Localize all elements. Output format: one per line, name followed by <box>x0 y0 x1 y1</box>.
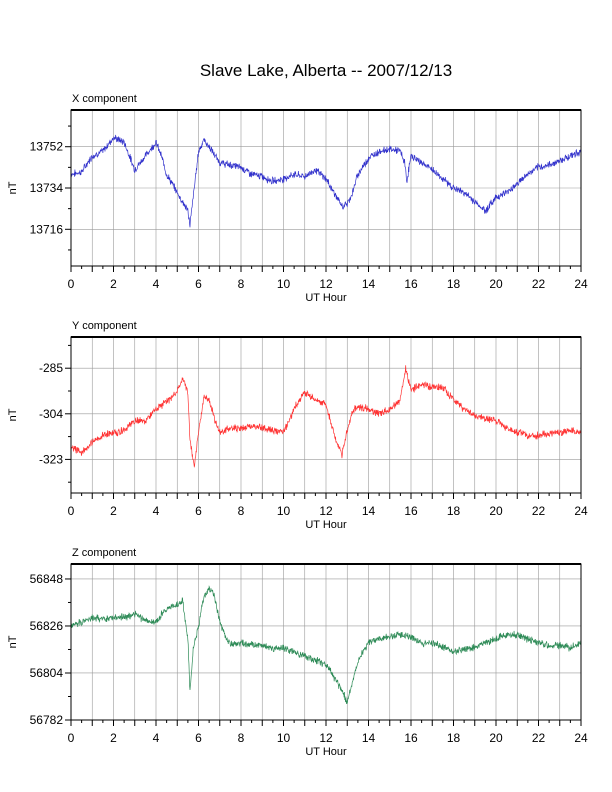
x-tick-label: 6 <box>195 277 202 291</box>
x-tick-label: 20 <box>489 504 503 518</box>
y-axis-label: nT <box>7 408 19 421</box>
y-tick-label: -323 <box>39 452 63 466</box>
series-line <box>70 585 582 704</box>
y-tick-label: -304 <box>39 407 63 421</box>
x-tick-label: 10 <box>277 277 291 291</box>
x-tick-label: 8 <box>238 504 245 518</box>
y-tick-label: 56782 <box>30 713 64 727</box>
x-tick-label: 4 <box>153 731 160 745</box>
panel-title: Y component <box>72 320 137 332</box>
panel-title: Z component <box>72 547 136 559</box>
x-tick-label: 10 <box>277 504 291 518</box>
x-tick-label: 4 <box>153 277 160 291</box>
x-tick-label: 14 <box>362 731 376 745</box>
x-tick-label: 2 <box>110 277 117 291</box>
series-line <box>70 134 582 228</box>
x-tick-label: 22 <box>532 504 546 518</box>
series-line <box>70 365 582 468</box>
x-tick-label: 14 <box>362 277 376 291</box>
x-tick-label: 18 <box>447 504 461 518</box>
x-tick-label: 14 <box>362 504 376 518</box>
y-tick-label: -285 <box>39 361 63 375</box>
y-tick-label: 13716 <box>30 222 64 236</box>
y-tick-label: 56804 <box>30 666 64 680</box>
x-tick-label: 0 <box>68 731 75 745</box>
figure-title: Slave Lake, Alberta -- 2007/12/13 <box>200 61 452 80</box>
x-tick-label: 2 <box>110 504 117 518</box>
y-axis-label: nT <box>7 635 19 648</box>
x-tick-label: 0 <box>68 277 75 291</box>
x-tick-label: 20 <box>489 731 503 745</box>
x-tick-label: 0 <box>68 504 75 518</box>
x-tick-label: 12 <box>319 504 333 518</box>
y-tick-label: 56848 <box>30 572 64 586</box>
x-tick-label: 16 <box>404 731 418 745</box>
x-tick-label: 22 <box>532 277 546 291</box>
y-tick-label: 13734 <box>30 181 64 195</box>
x-axis-label: UT Hour <box>305 746 347 758</box>
y-tick-label: 13752 <box>30 140 64 154</box>
x-tick-label: 6 <box>195 731 202 745</box>
panel-title: X component <box>72 93 137 105</box>
y-axis-label: nT <box>7 181 19 194</box>
x-tick-label: 16 <box>404 504 418 518</box>
x-tick-label: 8 <box>238 731 245 745</box>
x-tick-label: 4 <box>153 504 160 518</box>
x-tick-label: 24 <box>574 504 588 518</box>
x-tick-label: 18 <box>447 731 461 745</box>
x-tick-label: 18 <box>447 277 461 291</box>
x-tick-label: 16 <box>404 277 418 291</box>
x-tick-label: 22 <box>532 731 546 745</box>
x-tick-label: 8 <box>238 277 245 291</box>
x-tick-label: 6 <box>195 504 202 518</box>
x-tick-label: 24 <box>574 731 588 745</box>
x-axis-label: UT Hour <box>305 292 347 304</box>
x-tick-label: 24 <box>574 277 588 291</box>
x-tick-label: 10 <box>277 731 291 745</box>
y-tick-label: 56826 <box>30 619 64 633</box>
x-tick-label: 12 <box>319 277 333 291</box>
x-tick-label: 20 <box>489 277 503 291</box>
x-axis-label: UT Hour <box>305 519 347 531</box>
x-tick-label: 2 <box>110 731 117 745</box>
x-tick-label: 12 <box>319 731 333 745</box>
